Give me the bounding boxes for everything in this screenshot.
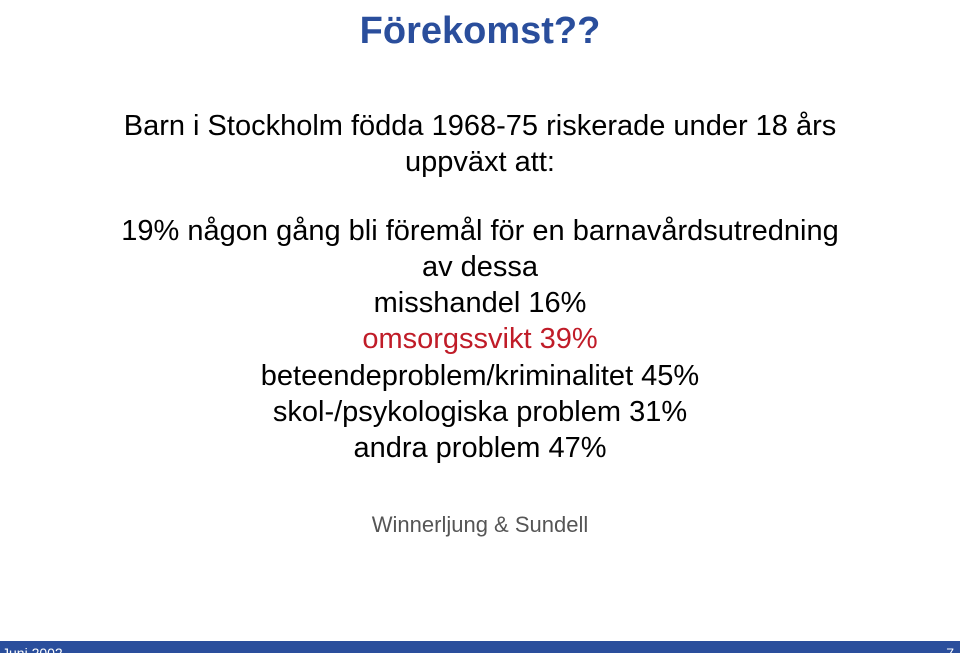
stat-line-1: 19% någon gång bli föremål för en barnav… (0, 213, 960, 249)
stat-line-3: misshandel 16% (0, 285, 960, 321)
stat-line-2: av dessa (0, 249, 960, 285)
slide: Förekomst?? Barn i Stockholm födda 1968-… (0, 10, 960, 653)
footer-date: Juni 2002 (2, 645, 63, 653)
footer-bar (0, 641, 960, 653)
footer-page-number: 7 (946, 645, 954, 653)
intro-line-2: uppväxt att: (0, 144, 960, 180)
slide-content: Barn i Stockholm födda 1968-75 riskerade… (0, 108, 960, 539)
stat-line-4-highlight: omsorgssvikt 39% (0, 321, 960, 357)
stat-line-7: andra problem 47% (0, 430, 960, 466)
citation: Winnerljung & Sundell (0, 511, 960, 539)
intro-block: Barn i Stockholm födda 1968-75 riskerade… (0, 108, 960, 181)
intro-line-1: Barn i Stockholm födda 1968-75 riskerade… (0, 108, 960, 144)
stat-line-5: beteendeproblem/kriminalitet 45% (0, 358, 960, 394)
slide-title: Förekomst?? (0, 10, 960, 53)
stat-line-6: skol-/psykologiska problem 31% (0, 394, 960, 430)
